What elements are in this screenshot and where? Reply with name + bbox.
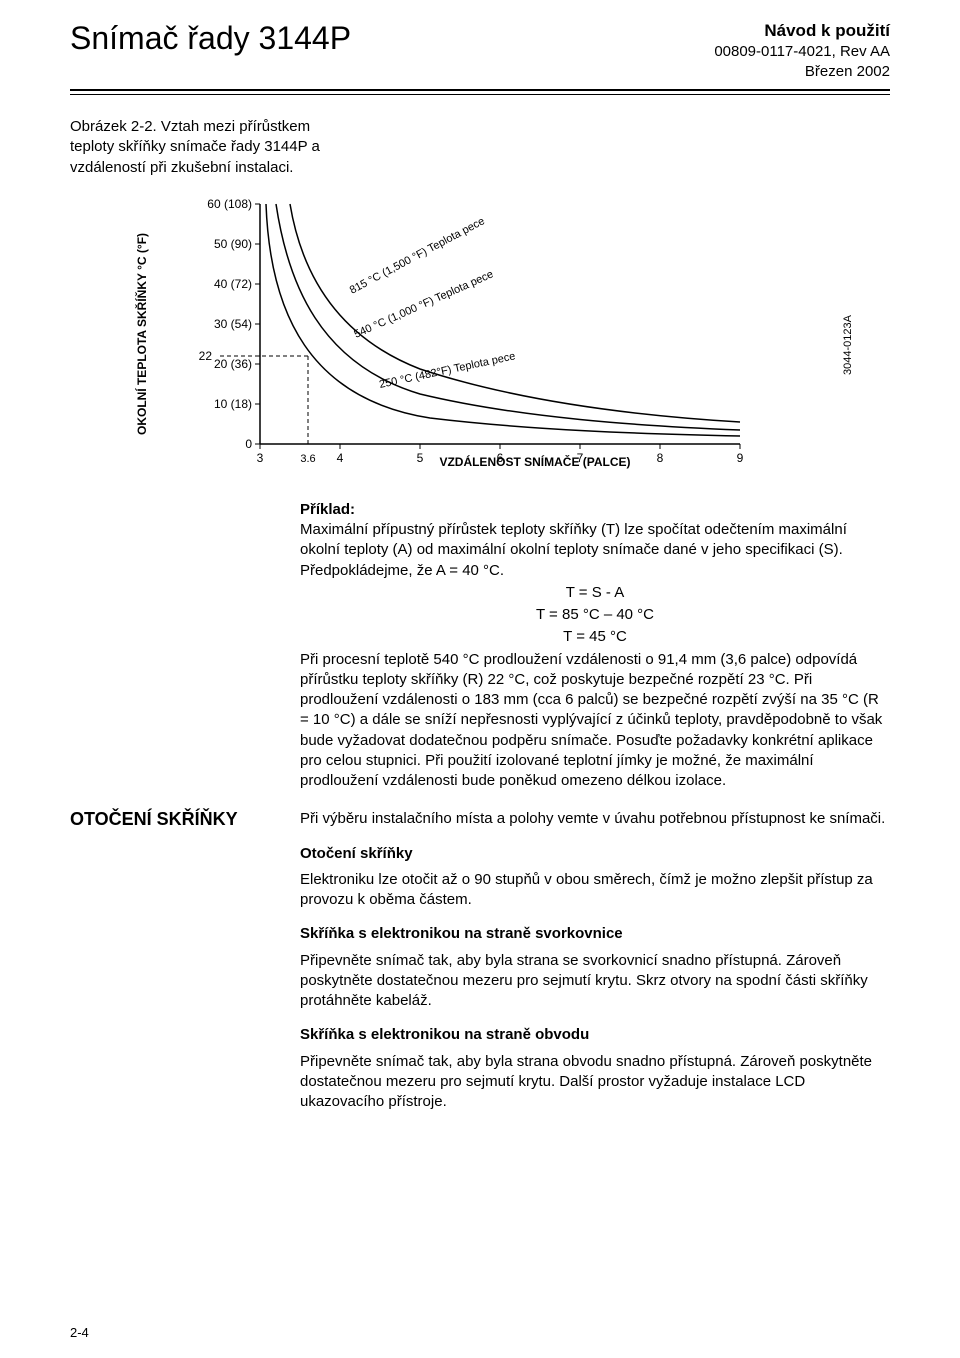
sub3-body: Připevněte snímač tak, aby byla strana o… [300, 1052, 890, 1113]
doc-date: Březen 2002 [714, 62, 890, 82]
x-tick-label: 8 [657, 451, 664, 465]
header-row: Snímač řady 3144P Návod k použití 00809-… [70, 20, 890, 81]
y-tick-label: 10 (18) [214, 397, 252, 411]
y-tick-label: 22 [199, 349, 213, 363]
sub1-head: Otočení skříňky [300, 844, 890, 864]
curve [290, 204, 740, 422]
example-p1: Maximální přípustný přírůstek teploty sk… [300, 521, 847, 579]
y-tick-label: 20 (36) [214, 357, 252, 371]
page: Snímač řady 3144P Návod k použití 00809-… [0, 0, 960, 1358]
x-tick-label: 4 [337, 451, 344, 465]
y-axis-label: OKOLNÍ TEPLOTA SKŘÍŇKY °C (°F) [134, 233, 149, 435]
section-row: OTOČENÍ SKŘÍŇKY Při výběru instalačního … [70, 809, 890, 1126]
divider-thick [70, 89, 890, 91]
curve [276, 204, 740, 430]
example-eq2: T = 85 °C – 40 °C [300, 605, 890, 625]
curve [266, 204, 740, 436]
sub2-body: Připevněte snímač tak, aby byla strana s… [300, 951, 890, 1012]
section-intro: Při výběru instalačního místa a polohy v… [300, 809, 890, 829]
y-tick-label: 60 (108) [207, 197, 252, 211]
y-tick-label: 50 (90) [214, 237, 252, 251]
chart-container: OKOLNÍ TEPLOTA SKŘÍŇKY °C (°F) 60 (108) 5… [130, 184, 830, 494]
example-eq3: T = 45 °C [300, 627, 890, 647]
x-tick-label: 9 [737, 451, 744, 465]
x-tick-label: 3 [257, 451, 264, 465]
example-eq1: T = S - A [300, 583, 890, 603]
y-ticks: 60 (108) 50 (90) 40 (72) 30 (54) 2220 (36) 10… [199, 197, 260, 451]
x-axis-label: VZDÁLENOST SNÍMAČE (PALCE) [439, 454, 630, 469]
doc-code: 00809-0117-4021, Rev AA [714, 42, 890, 62]
plot-area: 60 (108) 50 (90) 40 (72) 30 (54) 2220 (36) 10… [199, 197, 744, 469]
page-number: 2-4 [70, 1325, 89, 1340]
example-block: Příklad: Maximální přípustný přírůstek t… [300, 500, 890, 792]
x-tick-label: 5 [417, 451, 424, 465]
section-body: Při výběru instalačního místa a polohy v… [300, 809, 890, 1126]
example-p2: Při procesní teplotě 540 °C prodloužení … [300, 650, 890, 792]
chart-svg: OKOLNÍ TEPLOTA SKŘÍŇKY °C (°F) 60 (108) 5… [130, 184, 830, 494]
x-marker-label: 3.6 [300, 453, 315, 465]
sub3-head: Skříňka s elektronikou na straně obvodu [300, 1025, 890, 1045]
header-right: Návod k použití 00809-0117-4021, Rev AA … [714, 20, 890, 81]
figure-side-code: 3044-0123A [842, 315, 854, 375]
y-tick-label: 30 (54) [214, 317, 252, 331]
curve-label: 250 °C (482°F) Teplota pece [378, 350, 516, 391]
figure-caption: Obrázek 2-2. Vztah mezi přírůstkem teplo… [70, 117, 320, 178]
sub1-body: Elektroniku lze otočit až o 90 stupňů v … [300, 870, 890, 911]
example-head: Příklad: [300, 501, 355, 518]
sub2-head: Skříňka s elektronikou na straně svorkov… [300, 924, 890, 944]
section-label: OTOČENÍ SKŘÍŇKY [70, 809, 300, 830]
main-title: Snímač řady 3144P [70, 20, 351, 57]
divider-thin [70, 94, 890, 95]
y-tick-label: 0 [245, 437, 252, 451]
manual-title: Návod k použití [714, 20, 890, 42]
curves-group: 815 °C (1,500 °F) Teplota pece540 °C (1,… [266, 204, 740, 436]
y-tick-label: 40 (72) [214, 277, 252, 291]
